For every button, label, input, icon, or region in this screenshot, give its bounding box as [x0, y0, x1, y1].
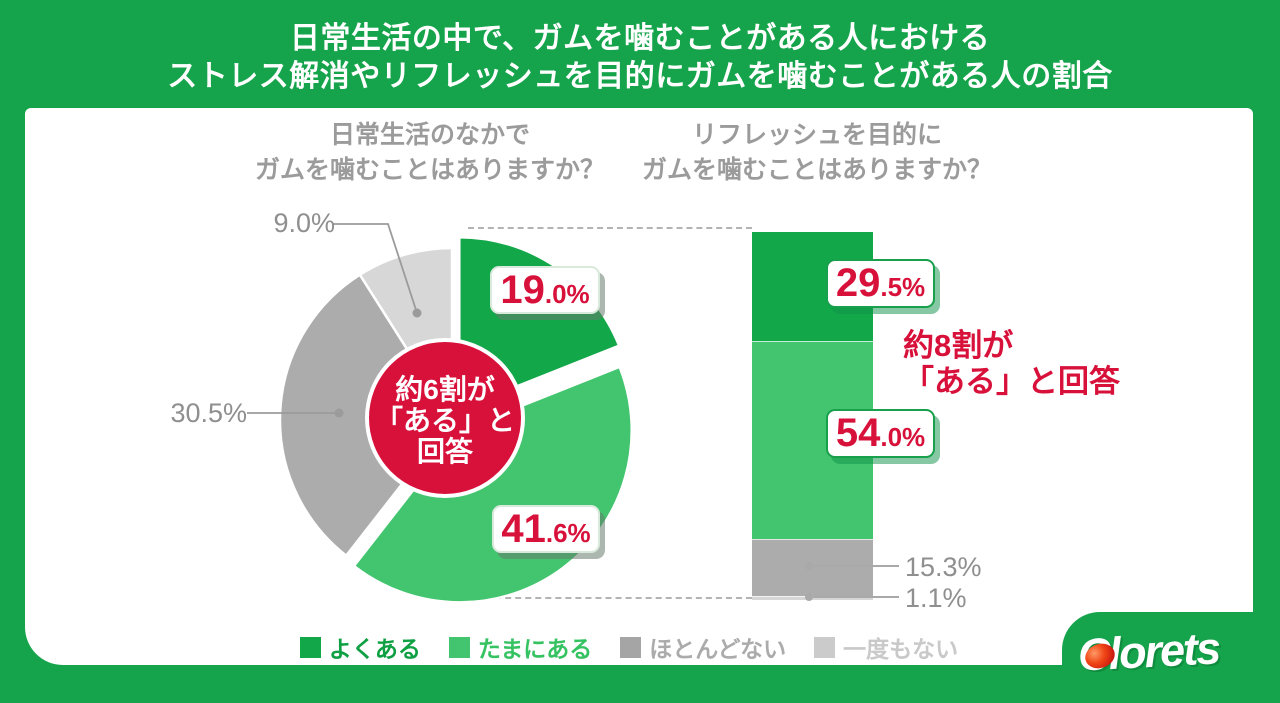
bar-label-yokuaru: 29.5% [826, 259, 935, 308]
header-title-line1: 日常生活の中で、ガムを噛むことがある人における [289, 22, 991, 55]
callout-line-ichidomonai [813, 596, 899, 598]
content-panel [25, 108, 1253, 665]
bar-question-line2: ガムを噛むことはありますか？ [641, 156, 992, 184]
legend: よくある たまにある ほとんどない 一度もない [25, 630, 1253, 664]
pie-label-hotondonai: 30.5% [170, 398, 247, 428]
pie-question-title: 日常生活のなかで ガムを噛むことはありますか？ [230, 118, 630, 188]
callout-dot-ichidomonai [805, 593, 813, 601]
callout-line-hotondonai [813, 565, 899, 567]
legend-swatch-1 [448, 636, 470, 658]
legend-label-3: 一度もない [843, 636, 959, 662]
pie-label-ichidomonai: 9.0% [273, 208, 335, 238]
pie-chart [247, 223, 633, 604]
connector-line-bottom [455, 597, 752, 599]
pie-center-line1: 約6割が [395, 374, 495, 405]
legend-label-0: よくある [328, 636, 421, 662]
legend-label-2: ほとんどない [649, 636, 787, 662]
bar-label-tamaniaru: 54.0% [826, 409, 935, 458]
callout-dot-30 [334, 408, 344, 418]
bar-label-hotondonai: 15.3% [905, 552, 982, 582]
legend-item-tamaniaru: たまにある [448, 630, 593, 664]
callout-dot-hotondonai [805, 562, 813, 570]
pie-center-line3: 回答 [416, 436, 473, 467]
legend-swatch-0 [299, 636, 321, 658]
bar-annotation-line2: 「ある」と回答 [903, 364, 1120, 399]
legend-item-ichidomonai: 一度もない [814, 630, 958, 664]
legend-item-yokuaru: よくある [299, 630, 421, 664]
legend-item-hotondonai: ほとんどない [620, 630, 786, 664]
pie-question-line2: ガムを噛むことはありますか？ [254, 156, 605, 184]
bar-question-line1: リフレッシュを目的に [691, 121, 942, 149]
header-title-line2: ストレス解消やリフレッシュを目的にガムを噛むことがある人の割合 [167, 60, 1113, 93]
legend-swatch-3 [814, 636, 836, 658]
callout-line-9 [333, 223, 418, 314]
pie-center-circle [365, 338, 525, 498]
brand-panel: Clorets [1062, 612, 1280, 703]
connector-line-top [468, 227, 752, 229]
header-title: 日常生活の中で、ガムを噛むことがある人における ストレス解消やリフレッシュを目的… [0, 20, 1280, 96]
bar-annotation: 約8割が 「ある」と回答 [903, 328, 1120, 400]
pie-label-yokuaru: 19.0% [490, 266, 600, 314]
pie-center-line2: 「ある」と [374, 405, 515, 436]
pie-center-annotation: 約6割が 「ある」と 回答 [360, 374, 530, 467]
pie-question-line1: 日常生活のなかで [329, 121, 530, 149]
bar-annotation-line1: 約8割が [903, 328, 1014, 363]
pie-label-tamaniaru: 41.6% [492, 505, 600, 553]
bar-label-ichidomonai: 1.1% [905, 583, 967, 613]
callout-dot-9 [412, 308, 422, 318]
legend-swatch-2 [620, 636, 642, 658]
bar-question-title: リフレッシュを目的に ガムを噛むことはありますか？ [612, 118, 1022, 188]
legend-label-1: たまにある [477, 636, 593, 662]
